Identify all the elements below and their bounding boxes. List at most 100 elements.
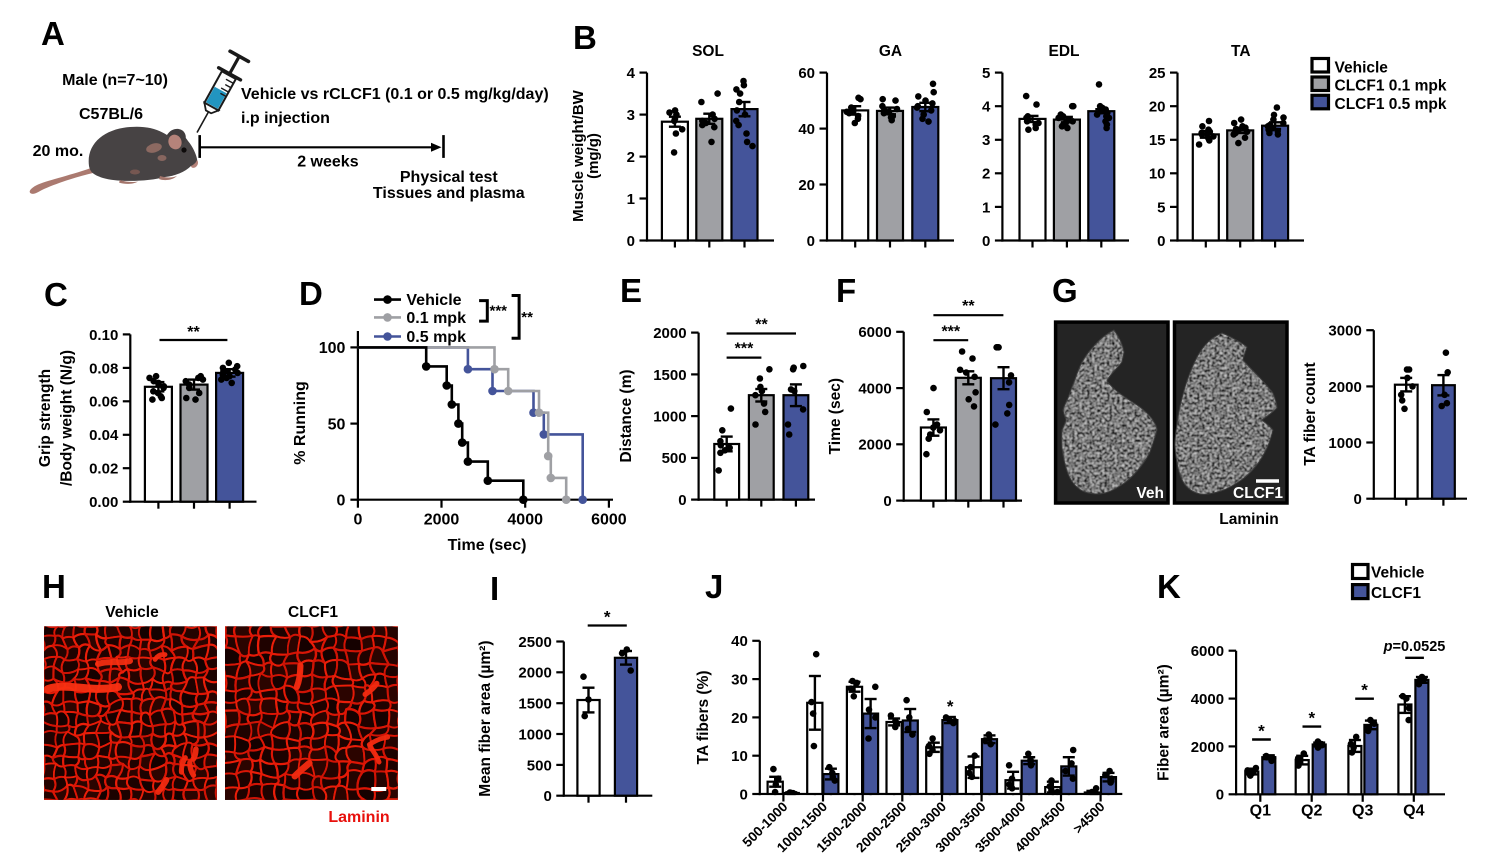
svg-text:4: 4 (627, 65, 636, 82)
svg-text:CLCF1: CLCF1 (1371, 585, 1421, 602)
svg-text:D: D (299, 275, 323, 312)
svg-text:Vehicle: Vehicle (105, 604, 159, 621)
svg-text:0: 0 (678, 492, 686, 509)
svg-text:0: 0 (739, 786, 747, 803)
svg-text:CLCF1 0.1 mpk: CLCF1 0.1 mpk (1335, 78, 1447, 95)
svg-text:Fiber area (µm²): Fiber area (µm²) (1156, 664, 1173, 781)
svg-text:0: 0 (807, 233, 815, 250)
svg-text:6000: 6000 (591, 512, 627, 529)
svg-text:10: 10 (1149, 166, 1166, 183)
svg-text:TA fibers (%): TA fibers (%) (695, 670, 712, 764)
svg-text:2000: 2000 (424, 512, 460, 529)
svg-text:*: * (947, 697, 954, 716)
svg-text:1000: 1000 (653, 409, 686, 426)
svg-text:Mean fiber area (µm²): Mean fiber area (µm²) (477, 640, 494, 796)
svg-text:0.08: 0.08 (89, 360, 118, 377)
svg-text:4: 4 (982, 99, 991, 116)
svg-text:B: B (573, 19, 597, 56)
svg-text:15: 15 (1149, 132, 1166, 149)
svg-text:2: 2 (627, 149, 635, 166)
svg-text:2: 2 (982, 166, 990, 183)
svg-text:Veh: Veh (1136, 485, 1164, 502)
svg-text:2000: 2000 (653, 325, 686, 342)
svg-text:Time (sec): Time (sec) (448, 537, 527, 554)
svg-text:60: 60 (798, 65, 815, 82)
svg-text:0: 0 (1353, 491, 1361, 508)
svg-text:0: 0 (1157, 233, 1165, 250)
svg-text:2000: 2000 (1191, 739, 1224, 756)
svg-text:F: F (836, 272, 856, 309)
svg-text:6000: 6000 (1191, 643, 1224, 660)
svg-text:***: *** (490, 303, 508, 320)
svg-text:***: *** (941, 324, 960, 341)
svg-text:CLCF1: CLCF1 (288, 604, 338, 621)
svg-text:0: 0 (353, 512, 362, 529)
svg-text:Grip strength: Grip strength (37, 369, 54, 467)
svg-text:50: 50 (328, 416, 346, 433)
svg-text:1500: 1500 (653, 367, 686, 384)
svg-text:1: 1 (982, 199, 990, 216)
svg-text:30: 30 (731, 672, 748, 689)
svg-text:Tissues and plasma: Tissues and plasma (373, 185, 525, 202)
svg-text:Physical test: Physical test (400, 169, 499, 186)
svg-text:TA: TA (1231, 43, 1251, 60)
svg-text:20: 20 (1149, 99, 1166, 116)
svg-text:p=0.0525: p=0.0525 (1383, 639, 1446, 655)
svg-text:EDL: EDL (1049, 43, 1080, 60)
svg-text:1: 1 (627, 191, 635, 208)
svg-text:Laminin: Laminin (1219, 511, 1278, 528)
svg-text:3: 3 (982, 132, 990, 149)
svg-text:3000: 3000 (1328, 323, 1361, 340)
svg-text:4000: 4000 (1191, 691, 1224, 708)
svg-text:CLCF1: CLCF1 (1233, 485, 1283, 502)
svg-text:0.04: 0.04 (89, 427, 119, 444)
svg-text:0: 0 (627, 233, 635, 250)
svg-text:0: 0 (982, 233, 990, 250)
svg-text:C57BL/6: C57BL/6 (79, 106, 143, 123)
svg-text:500: 500 (662, 450, 687, 467)
svg-text:***: *** (735, 341, 754, 358)
svg-text:Vehicle: Vehicle (1371, 565, 1425, 582)
svg-text:1000: 1000 (1328, 435, 1361, 452)
svg-text:*: * (1258, 722, 1265, 741)
svg-text:Vehicle vs rCLCF1 (0.1 or 0.5: Vehicle vs rCLCF1 (0.1 or 0.5 mg/kg/day) (241, 86, 549, 103)
svg-text:**: ** (187, 324, 200, 341)
svg-text:0: 0 (1216, 787, 1224, 804)
svg-text:2000: 2000 (518, 665, 551, 682)
svg-text:0.02: 0.02 (89, 461, 118, 478)
svg-text:CLCF1 0.5 mpk: CLCF1 0.5 mpk (1335, 96, 1447, 113)
svg-text:*: * (1361, 681, 1368, 700)
svg-text:2000: 2000 (1328, 379, 1361, 396)
svg-text:500: 500 (527, 757, 552, 774)
svg-text:**: ** (755, 317, 768, 334)
svg-text:0.06: 0.06 (89, 394, 118, 411)
svg-text:2 weeks: 2 weeks (297, 154, 358, 171)
svg-text:C: C (44, 276, 68, 313)
svg-text:2000: 2000 (858, 437, 891, 454)
svg-text:Male (n=7~10): Male (n=7~10) (62, 72, 168, 89)
svg-text:(mg/g): (mg/g) (585, 133, 602, 179)
svg-text:0.1 mpk: 0.1 mpk (406, 310, 466, 327)
svg-text:5: 5 (982, 65, 990, 82)
svg-text:1000: 1000 (518, 726, 551, 743)
svg-text:I: I (490, 570, 499, 607)
svg-text:H: H (42, 568, 66, 605)
svg-text:Muscle weight/BW: Muscle weight/BW (570, 89, 587, 222)
svg-text:Vehicle: Vehicle (406, 292, 461, 309)
svg-text:0.00: 0.00 (89, 494, 118, 511)
svg-text:4000: 4000 (507, 512, 543, 529)
svg-text:40: 40 (798, 121, 815, 138)
svg-text:40: 40 (731, 633, 748, 650)
svg-text:10: 10 (731, 748, 748, 765)
svg-text:6000: 6000 (858, 324, 891, 341)
svg-text:0.5 mpk: 0.5 mpk (406, 329, 466, 346)
svg-text:i.p injection: i.p injection (241, 110, 330, 127)
svg-text:E: E (620, 272, 642, 309)
svg-text:TA fiber count: TA fiber count (1302, 362, 1319, 465)
svg-text:Distance (m): Distance (m) (618, 369, 635, 462)
svg-text:GA: GA (879, 43, 902, 60)
svg-text:0.10: 0.10 (89, 327, 118, 344)
svg-text:0: 0 (883, 493, 891, 510)
svg-text:SOL: SOL (692, 43, 724, 60)
svg-text:20: 20 (731, 710, 748, 727)
